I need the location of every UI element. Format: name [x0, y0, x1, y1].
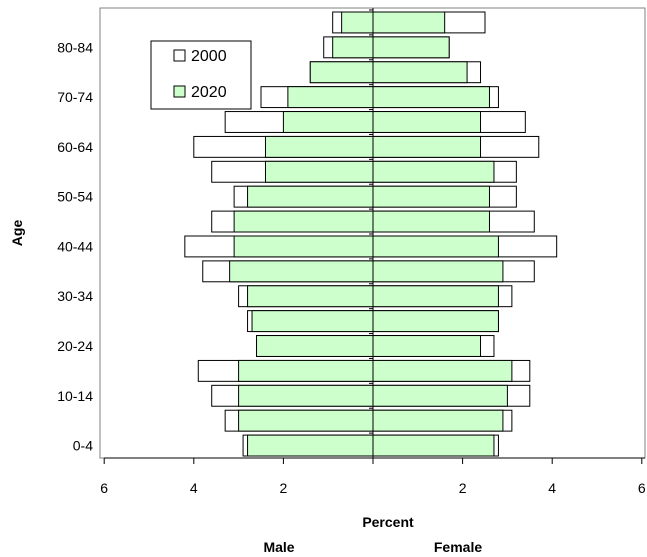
bar-2020-male-70-74 [287, 86, 374, 109]
bar-2020-male-40-44 [233, 235, 374, 258]
bar-2020-female-5-9 [372, 409, 504, 432]
female-side-label: Female [434, 539, 482, 555]
bar-2020-female-15-19 [372, 359, 513, 382]
bar-2020-female-45-49 [372, 210, 490, 233]
bar-2020-male-65-69 [282, 111, 374, 133]
bar-2020-male-55-59 [264, 160, 374, 183]
legend-box [150, 40, 252, 110]
bar-2020-female-0-4 [372, 434, 495, 457]
bar-2020-male-25-29 [251, 310, 374, 333]
bar-2020-male-80-84 [332, 36, 374, 59]
male-side-label: Male [263, 539, 294, 555]
y-tick-label: 50-54 [57, 189, 93, 205]
bar-2020-female-25-29 [372, 310, 499, 333]
bar-2020-male-45-49 [233, 210, 374, 233]
x-tick-label: 2 [280, 480, 288, 496]
y-tick-label: 20-24 [57, 338, 93, 354]
y-axis-ticks: 0-4 10-14 20-24 30-34 40-44 50-54 60-64 70-74 80… [57, 9, 373, 454]
bar-2020-female-65-69 [372, 111, 482, 133]
bar-2020-male-35-39 [229, 260, 374, 283]
bar-2020-male-85+ [341, 11, 374, 34]
bar-2020-female-75-79 [372, 61, 468, 84]
bar-2020-male-0-4 [247, 434, 374, 457]
bar-2020-female-85+ [372, 11, 446, 34]
bar-2020-female-55-59 [372, 160, 495, 183]
bar-2020-female-30-34 [372, 285, 499, 308]
x-tick-label: 4 [548, 480, 556, 496]
legend-swatch-2020 [173, 85, 186, 98]
bar-2020-female-10-14 [372, 384, 508, 407]
y-tick-label: 70-74 [57, 89, 93, 105]
bar-2020-female-20-24 [372, 335, 482, 357]
x-tick-label: 6 [100, 480, 108, 496]
bar-2020-female-40-44 [372, 235, 499, 258]
y-axis-title: Age [9, 220, 25, 247]
y-tick-label: 80-84 [57, 39, 93, 55]
x-axis-ticks: 6 4 2 2 4 6 [100, 458, 646, 496]
legend-label-2020: 2020 [191, 84, 227, 101]
bar-2020-male-10-14 [238, 384, 374, 407]
x-tick-label: 4 [190, 480, 198, 496]
legend-swatch-2000 [173, 49, 186, 62]
legend-label-2000: 2000 [191, 48, 227, 65]
bar-2020-male-15-19 [238, 359, 374, 382]
y-tick-label: 40-44 [57, 238, 93, 254]
bar-2020-female-60-64 [372, 135, 482, 158]
y-tick-label: 0-4 [73, 438, 93, 454]
y-tick-label: 30-34 [57, 288, 93, 304]
x-axis-title: Percent [362, 514, 414, 530]
bar-2020-female-50-54 [372, 185, 490, 208]
bar-2020-female-35-39 [372, 260, 504, 283]
y-tick-label: 10-14 [57, 388, 93, 404]
x-tick-label: 2 [459, 480, 467, 496]
bar-2020-male-60-64 [264, 135, 374, 158]
bar-2020-male-30-34 [247, 285, 374, 308]
x-tick-label: 6 [638, 480, 646, 496]
bar-2020-male-20-24 [256, 335, 374, 357]
bar-2020-female-70-74 [372, 86, 490, 109]
bar-2020-female-80-84 [372, 36, 450, 59]
bar-2020-male-75-79 [309, 61, 374, 84]
y-tick-label: 60-64 [57, 139, 93, 155]
legend: 2000 2020 [150, 40, 252, 110]
series-2020-bars [229, 11, 513, 457]
bar-2020-male-5-9 [238, 409, 374, 432]
bar-2020-male-50-54 [247, 185, 374, 208]
